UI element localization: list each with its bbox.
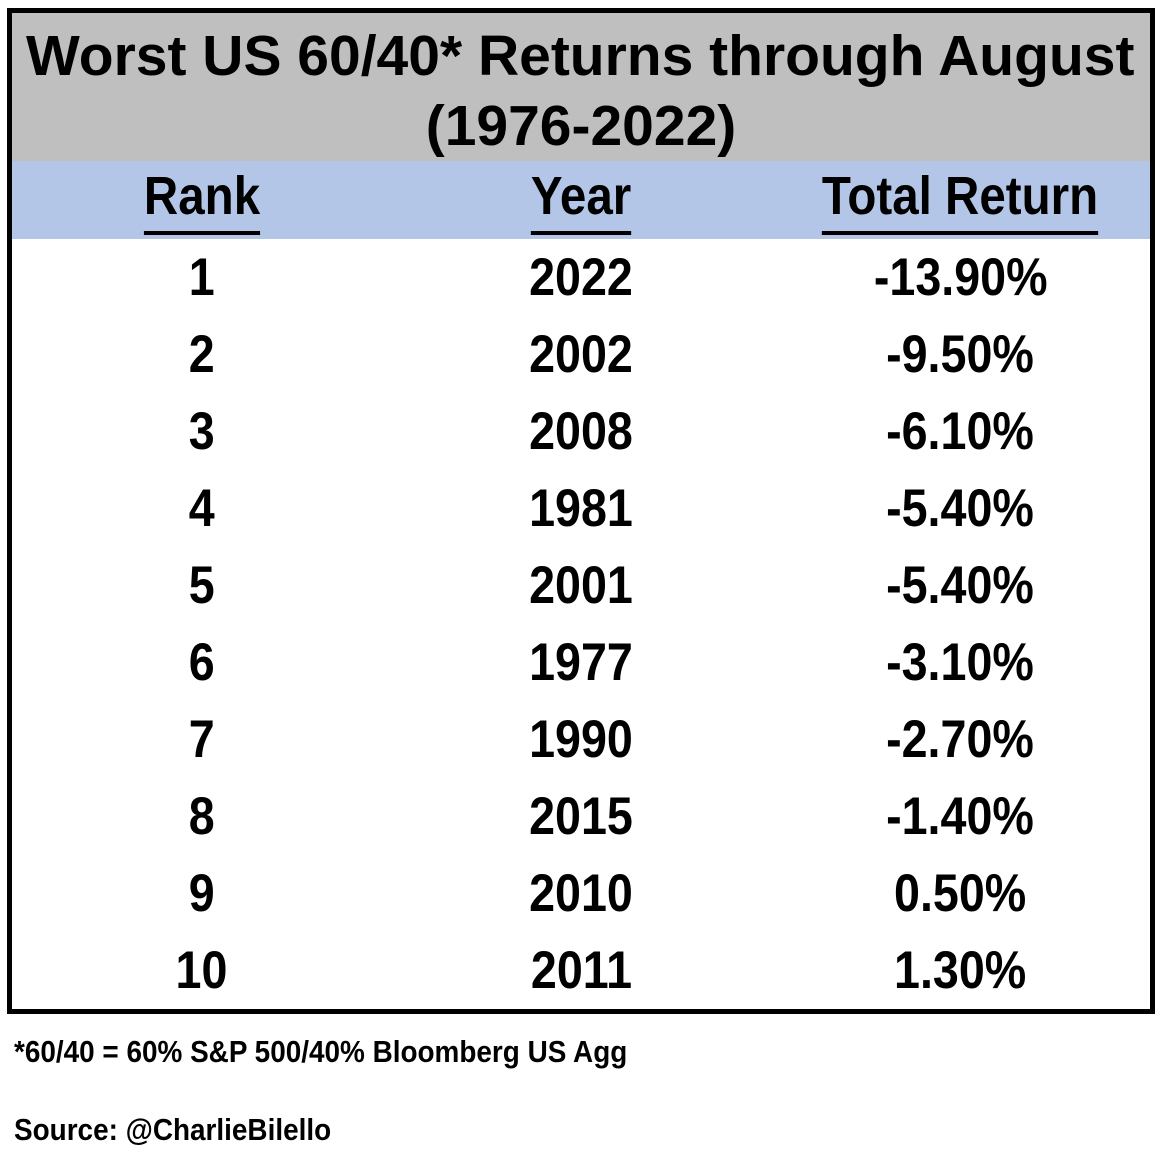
- total-return-value: 1.30%: [894, 941, 1027, 1000]
- table-row: 6 1977 -3.10%: [12, 624, 1150, 701]
- column-header-rank: Rank: [12, 165, 391, 235]
- total-return-cell: -5.40%: [771, 478, 1150, 539]
- table-body: 1 2022 -13.90% 2 2002 -9.50% 3 2008 -6.1…: [12, 239, 1150, 1009]
- total-return-value: -13.90%: [873, 248, 1048, 307]
- rank-value: 1: [188, 248, 215, 307]
- total-return-cell: -3.10%: [771, 632, 1150, 693]
- table-row: 7 1990 -2.70%: [12, 701, 1150, 778]
- year-cell: 1981: [391, 478, 770, 539]
- year-value: 1990: [529, 710, 633, 769]
- table-header-row: Rank Year Total Return: [12, 161, 1150, 239]
- column-header-year-label: Year: [530, 165, 632, 235]
- year-value: 1977: [529, 633, 633, 692]
- total-return-value: -5.40%: [886, 479, 1035, 538]
- year-value: 2022: [529, 248, 633, 307]
- total-return-cell: -6.10%: [771, 401, 1150, 462]
- year-value: 2002: [529, 325, 633, 384]
- total-return-value: -1.40%: [886, 787, 1035, 846]
- column-header-total-return-label: Total Return: [822, 165, 1099, 235]
- table-row: 8 2015 -1.40%: [12, 778, 1150, 855]
- year-value: 1981: [529, 479, 633, 538]
- table-row: 10 2011 1.30%: [12, 932, 1150, 1009]
- year-cell: 1977: [391, 632, 770, 693]
- total-return-value: -6.10%: [886, 402, 1035, 461]
- rank-cell: 4: [12, 478, 391, 539]
- returns-table: Worst US 60/40* Returns through August (…: [7, 8, 1155, 1014]
- table-row: 1 2022 -13.90%: [12, 239, 1150, 316]
- year-value: 2015: [529, 787, 633, 846]
- rank-cell: 8: [12, 786, 391, 847]
- year-cell: 2010: [391, 863, 770, 924]
- total-return-value: 0.50%: [894, 864, 1027, 923]
- rank-value: 8: [188, 787, 215, 846]
- table-title-block: Worst US 60/40* Returns through August (…: [12, 13, 1150, 161]
- rank-cell: 2: [12, 324, 391, 385]
- rank-value: 10: [175, 941, 228, 1000]
- column-header-rank-label: Rank: [143, 165, 260, 235]
- year-value: 2008: [529, 402, 633, 461]
- table-row: 2 2002 -9.50%: [12, 316, 1150, 393]
- rank-value: 7: [188, 710, 215, 769]
- total-return-cell: 1.30%: [771, 940, 1150, 1001]
- table-title-line1: Worst US 60/40* Returns through August: [26, 24, 1135, 88]
- total-return-value: -2.70%: [886, 710, 1035, 769]
- rank-value: 2: [188, 325, 215, 384]
- rank-value: 9: [188, 864, 215, 923]
- rank-value: 6: [188, 633, 215, 692]
- rank-cell: 1: [12, 247, 391, 308]
- total-return-value: -3.10%: [886, 633, 1035, 692]
- rank-cell: 7: [12, 709, 391, 770]
- year-cell: 2008: [391, 401, 770, 462]
- rank-value: 3: [188, 402, 215, 461]
- table-row: 4 1981 -5.40%: [12, 470, 1150, 547]
- total-return-cell: -2.70%: [771, 709, 1150, 770]
- year-cell: 2011: [391, 940, 770, 1001]
- footnote-definition-text: *60/40 = 60% S&P 500/40% Bloomberg US Ag…: [14, 1034, 628, 1069]
- total-return-value: -9.50%: [886, 325, 1035, 384]
- total-return-cell: -1.40%: [771, 786, 1150, 847]
- rank-cell: 6: [12, 632, 391, 693]
- column-header-total-return: Total Return: [771, 165, 1150, 235]
- total-return-cell: -9.50%: [771, 324, 1150, 385]
- year-cell: 2022: [391, 247, 770, 308]
- total-return-cell: -13.90%: [771, 247, 1150, 308]
- year-cell: 2001: [391, 555, 770, 616]
- table-title-line2: (1976-2022): [425, 94, 737, 158]
- column-header-year: Year: [391, 165, 770, 235]
- total-return-cell: 0.50%: [771, 863, 1150, 924]
- rank-value: 4: [188, 479, 215, 538]
- total-return-value: -5.40%: [886, 556, 1035, 615]
- rank-cell: 9: [12, 863, 391, 924]
- footnote-source-text: Source: @CharlieBilello: [14, 1112, 332, 1147]
- rank-value: 5: [188, 556, 215, 615]
- table-row: 9 2010 0.50%: [12, 855, 1150, 932]
- footnote-definition: *60/40 = 60% S&P 500/40% Bloomberg US Ag…: [14, 1034, 695, 1070]
- table-row: 3 2008 -6.10%: [12, 393, 1150, 470]
- year-value: 2011: [530, 941, 632, 1000]
- year-value: 2010: [529, 864, 633, 923]
- rank-cell: 3: [12, 401, 391, 462]
- footnote-source: Source: @CharlieBilello: [14, 1112, 366, 1148]
- year-cell: 2002: [391, 324, 770, 385]
- rank-cell: 10: [12, 940, 391, 1001]
- year-value: 2001: [529, 556, 633, 615]
- rank-cell: 5: [12, 555, 391, 616]
- table-row: 5 2001 -5.40%: [12, 547, 1150, 624]
- year-cell: 2015: [391, 786, 770, 847]
- total-return-cell: -5.40%: [771, 555, 1150, 616]
- year-cell: 1990: [391, 709, 770, 770]
